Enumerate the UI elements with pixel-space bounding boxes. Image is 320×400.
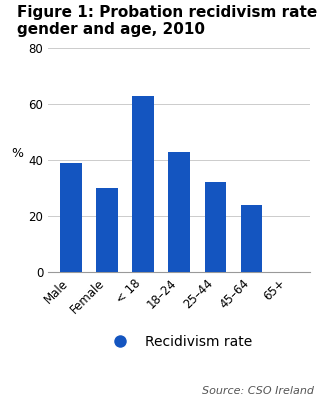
Y-axis label: %: % (11, 147, 23, 160)
Legend: Recidivism rate: Recidivism rate (100, 330, 258, 355)
Text: Source: CSO Ireland: Source: CSO Ireland (202, 386, 314, 396)
Bar (241, 205, 262, 272)
Text: Figure 1: Probation recidivism rate by
gender and age, 2010: Figure 1: Probation recidivism rate by g… (17, 5, 320, 37)
Bar (60, 163, 82, 272)
Bar (96, 188, 118, 272)
Bar (204, 182, 226, 272)
Bar (168, 152, 190, 272)
Bar (132, 96, 154, 272)
